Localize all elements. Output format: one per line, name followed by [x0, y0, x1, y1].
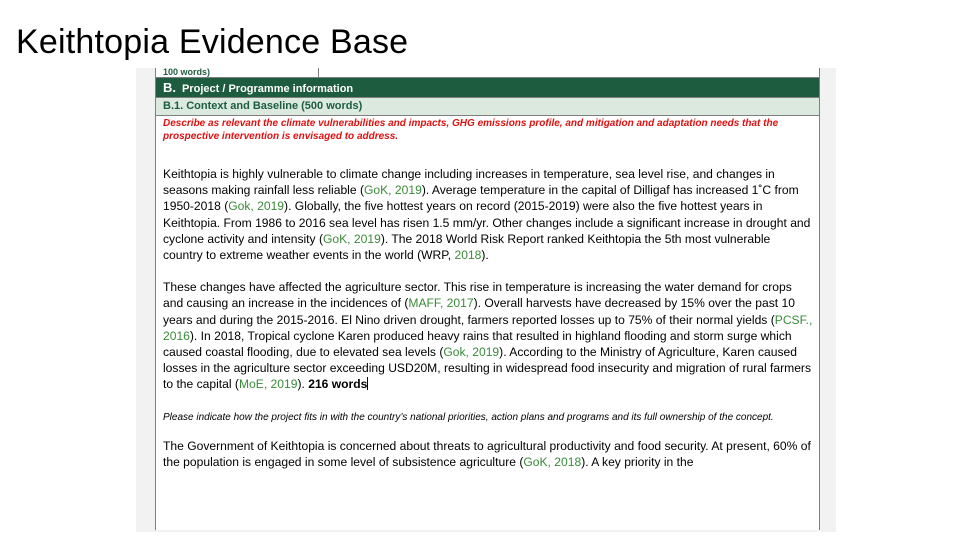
paragraph-1[interactable]: Keithtopia is highly vulnerable to clima… [156, 166, 819, 263]
word-count: 216 words [308, 377, 368, 392]
text-run: ). [481, 248, 489, 263]
text-run: ). The 2018 World Risk Report ranked Kei… [163, 231, 771, 263]
text-run: The Government of Keithtopia is concerne… [163, 439, 811, 470]
table-cell-divider [318, 68, 319, 77]
citation-reference: GoK, 2018 [523, 455, 582, 470]
instruction-italic: Please indicate how the project fits in … [163, 411, 774, 423]
paragraph-2[interactable]: These changes have affected the agricult… [156, 279, 819, 392]
citation-reference: GoK, 2019 [322, 231, 381, 246]
text-run: Keithtopia is highly vulnerable to clima… [163, 167, 775, 198]
citation-reference: GoK, 2019 [363, 183, 422, 198]
citation-reference: PCSF., 2016 [163, 312, 813, 343]
text-run: ). A key priority in the [581, 455, 694, 470]
text-run: ). Average temperature in the capital of… [163, 183, 799, 214]
citation-reference: 2018 [454, 248, 482, 263]
section-title: Project / Programme information [182, 83, 354, 95]
text-run: ). According to the Ministry of Agricult… [163, 345, 811, 392]
document-page[interactable]: 100 words) B. Project / Programme informa… [155, 68, 820, 530]
subsection-header: B.1. Context and Baseline (500 words) [156, 98, 819, 116]
text-run: ). Globally, the five hottest years on r… [163, 199, 811, 246]
citation-reference: MAFF, 2017 [408, 296, 474, 311]
previous-row-text: 100 words) [163, 68, 211, 77]
instruction-red: Describe as relevant the climate vulnera… [163, 118, 779, 142]
slide-title: Keithtopia Evidence Base [16, 23, 409, 61]
section-letter: B. [163, 80, 176, 95]
text-run: These changes have affected the agricult… [163, 280, 792, 311]
section-header: B. Project / Programme information [156, 78, 819, 98]
paragraph-3[interactable]: The Government of Keithtopia is concerne… [156, 438, 819, 470]
text-run: ). [297, 377, 309, 392]
citation-reference: MoE, 2019 [238, 377, 298, 392]
text-run: ). In 2018, Tropical cyclone Karen produ… [163, 328, 792, 360]
citation-reference: Gok, 2019 [228, 199, 285, 214]
citation-reference: Gok, 2019 [443, 345, 500, 360]
text-cursor [367, 377, 369, 391]
text-run: ). Overall harvests have decreased by 15… [163, 296, 795, 327]
previous-row: 100 words) [156, 68, 819, 78]
